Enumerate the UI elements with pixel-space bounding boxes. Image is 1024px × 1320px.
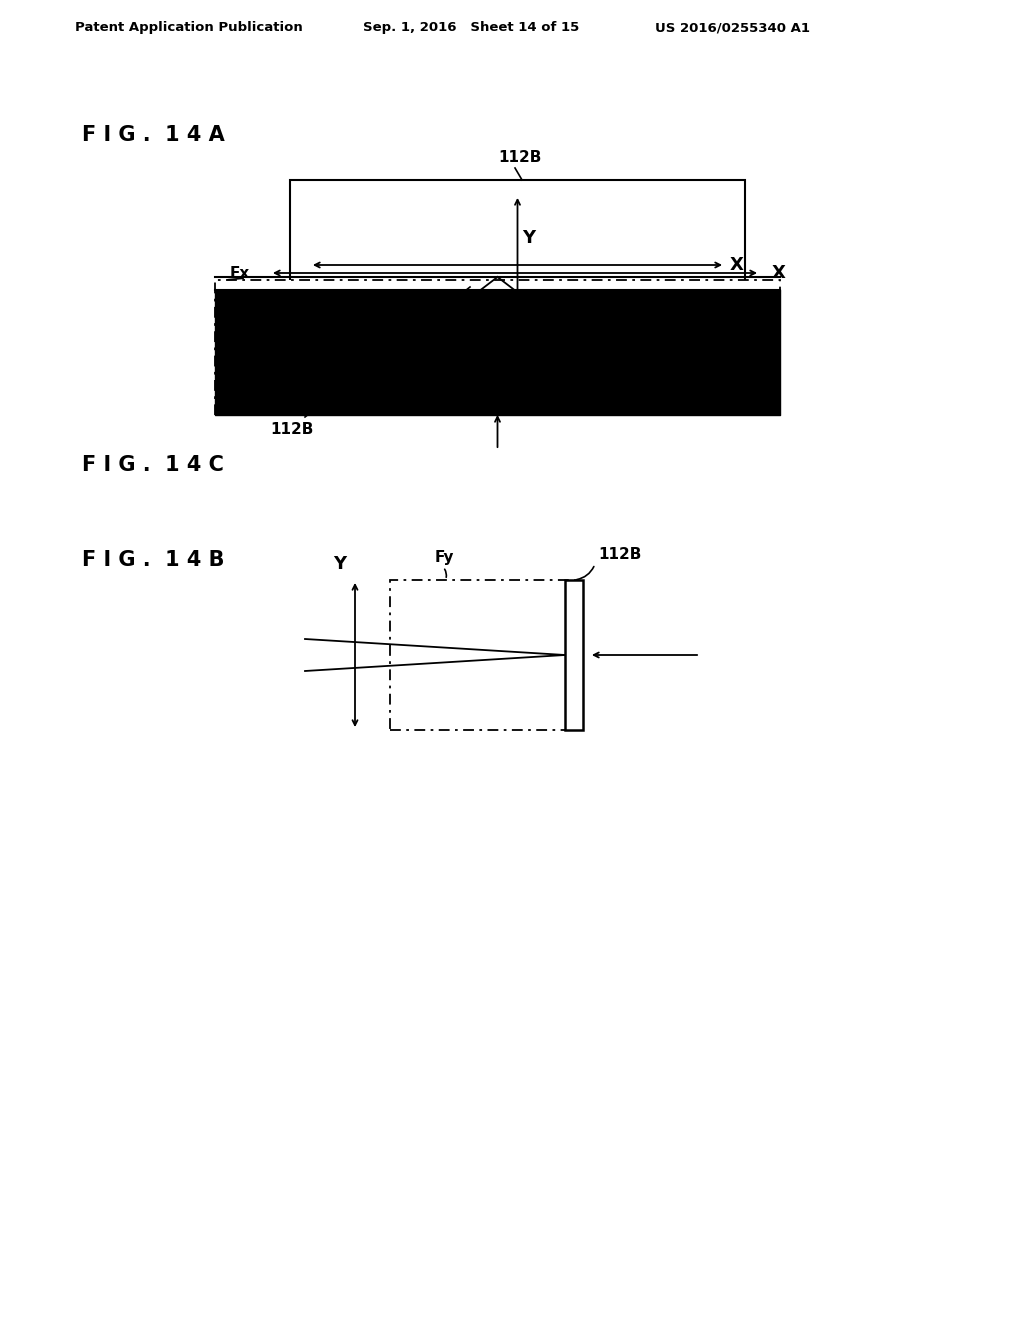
- Text: X: X: [772, 264, 785, 282]
- Bar: [215, 280, 780, 414]
- Text: Fx: Fx: [230, 265, 250, 281]
- Text: Patent Application Publication: Patent Application Publication: [75, 21, 303, 34]
- Text: Y: Y: [522, 228, 536, 247]
- Text: F I G .  1 4 C: F I G . 1 4 C: [82, 455, 224, 475]
- Text: X: X: [730, 256, 743, 275]
- Bar: [290, 180, 745, 350]
- Text: Fy: Fy: [435, 550, 455, 565]
- Text: F I G .  1 4 B: F I G . 1 4 B: [82, 550, 224, 570]
- Text: US 2016/0255340 A1: US 2016/0255340 A1: [655, 21, 810, 34]
- Bar: [390, 579, 575, 730]
- Text: 112B: 112B: [499, 150, 542, 165]
- Text: 112B: 112B: [270, 422, 313, 437]
- Text: Y: Y: [333, 554, 346, 573]
- Bar: [565, 579, 583, 730]
- Text: F I G .  1 4 A: F I G . 1 4 A: [82, 125, 224, 145]
- Text: Sep. 1, 2016   Sheet 14 of 15: Sep. 1, 2016 Sheet 14 of 15: [362, 21, 580, 34]
- Text: 112B: 112B: [598, 546, 641, 562]
